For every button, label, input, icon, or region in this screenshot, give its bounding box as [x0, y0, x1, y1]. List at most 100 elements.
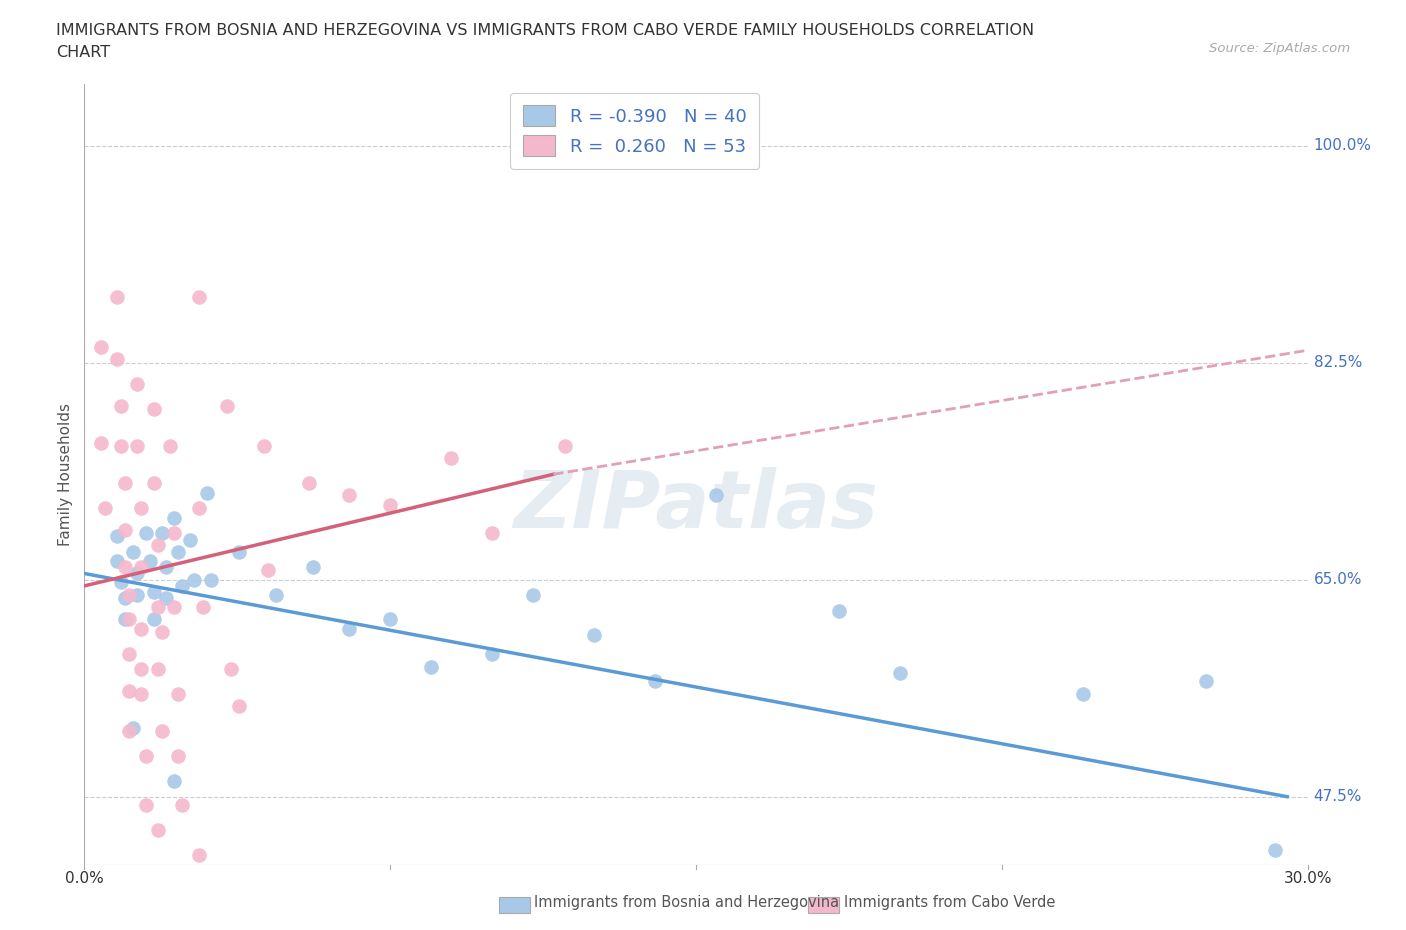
- Text: 30.0%: 30.0%: [1284, 871, 1331, 886]
- Point: [301, 560, 323, 575]
- Point: [131, 686, 153, 701]
- Point: [105, 352, 128, 366]
- Point: [195, 485, 218, 500]
- Point: [163, 525, 186, 540]
- Point: [167, 545, 190, 560]
- Point: [131, 500, 153, 515]
- Text: 82.5%: 82.5%: [1313, 355, 1362, 370]
- Text: IMMIGRANTS FROM BOSNIA AND HERZEGOVINA VS IMMIGRANTS FROM CABO VERDE FAMILY HOUS: IMMIGRANTS FROM BOSNIA AND HERZEGOVINA V…: [56, 23, 1035, 38]
- Point: [159, 438, 181, 453]
- Point: [228, 698, 250, 713]
- Point: [481, 646, 503, 661]
- Point: [167, 749, 190, 764]
- Point: [127, 566, 149, 581]
- Point: [150, 525, 173, 540]
- Point: [110, 438, 132, 453]
- Point: [172, 578, 194, 593]
- Point: [200, 572, 222, 587]
- Point: [253, 438, 276, 453]
- Point: [114, 475, 136, 490]
- Text: 65.0%: 65.0%: [1313, 572, 1362, 587]
- Point: [118, 587, 141, 602]
- Point: [114, 612, 136, 627]
- Point: [150, 624, 173, 639]
- Point: [828, 604, 851, 618]
- Point: [583, 628, 606, 643]
- Point: [219, 661, 242, 676]
- Point: [135, 749, 157, 764]
- Point: [706, 488, 728, 503]
- Y-axis label: Family Households: Family Households: [58, 403, 73, 546]
- Point: [155, 591, 177, 605]
- Point: [142, 401, 165, 416]
- Point: [118, 684, 141, 698]
- Point: [420, 659, 443, 674]
- Point: [163, 511, 186, 525]
- Point: [228, 545, 250, 560]
- Point: [187, 289, 209, 304]
- Point: [131, 560, 153, 575]
- Point: [105, 553, 128, 568]
- Text: ZIPatlas: ZIPatlas: [513, 467, 879, 545]
- Point: [142, 585, 165, 600]
- Point: [522, 587, 544, 602]
- Point: [183, 572, 205, 587]
- Point: [172, 798, 194, 813]
- Point: [187, 500, 209, 515]
- Text: Immigrants from Cabo Verde: Immigrants from Cabo Verde: [844, 895, 1054, 910]
- Text: CHART: CHART: [56, 45, 110, 60]
- Point: [1195, 674, 1218, 689]
- Point: [105, 529, 128, 544]
- Point: [1073, 686, 1095, 701]
- Point: [90, 339, 112, 354]
- Point: [122, 721, 145, 736]
- Point: [146, 661, 169, 676]
- Point: [179, 533, 201, 548]
- Point: [298, 475, 321, 490]
- Point: [118, 612, 141, 627]
- Point: [93, 500, 115, 515]
- Point: [118, 646, 141, 661]
- Point: [131, 622, 153, 637]
- Point: [167, 686, 190, 701]
- Point: [440, 451, 463, 466]
- Text: 100.0%: 100.0%: [1313, 139, 1372, 153]
- Point: [127, 377, 149, 392]
- Point: [380, 498, 402, 512]
- Point: [217, 399, 239, 414]
- Point: [127, 438, 149, 453]
- Point: [339, 488, 361, 503]
- Point: [110, 575, 132, 590]
- Point: [146, 600, 169, 615]
- Point: [187, 847, 209, 862]
- Point: [131, 661, 153, 676]
- Point: [191, 600, 214, 615]
- Point: [135, 525, 157, 540]
- Point: [90, 436, 112, 451]
- Point: [1264, 843, 1286, 857]
- Point: [481, 525, 503, 540]
- Point: [114, 523, 136, 538]
- Point: [554, 438, 576, 453]
- Point: [257, 563, 280, 578]
- Legend: R = -0.390   N = 40, R =  0.260   N = 53: R = -0.390 N = 40, R = 0.260 N = 53: [510, 93, 759, 168]
- Point: [380, 612, 402, 627]
- Point: [142, 612, 165, 627]
- Point: [105, 289, 128, 304]
- Text: Immigrants from Bosnia and Herzegovina: Immigrants from Bosnia and Herzegovina: [534, 895, 839, 910]
- Text: 47.5%: 47.5%: [1313, 790, 1362, 804]
- Point: [146, 538, 169, 552]
- Point: [142, 475, 165, 490]
- Point: [644, 674, 666, 689]
- Point: [339, 622, 361, 637]
- Point: [138, 553, 160, 568]
- Point: [110, 399, 132, 414]
- Point: [114, 560, 136, 575]
- Point: [118, 724, 141, 738]
- Point: [264, 587, 287, 602]
- Point: [122, 545, 145, 560]
- Point: [889, 665, 911, 680]
- Point: [150, 724, 173, 738]
- Text: 0.0%: 0.0%: [65, 871, 104, 886]
- Point: [155, 560, 177, 575]
